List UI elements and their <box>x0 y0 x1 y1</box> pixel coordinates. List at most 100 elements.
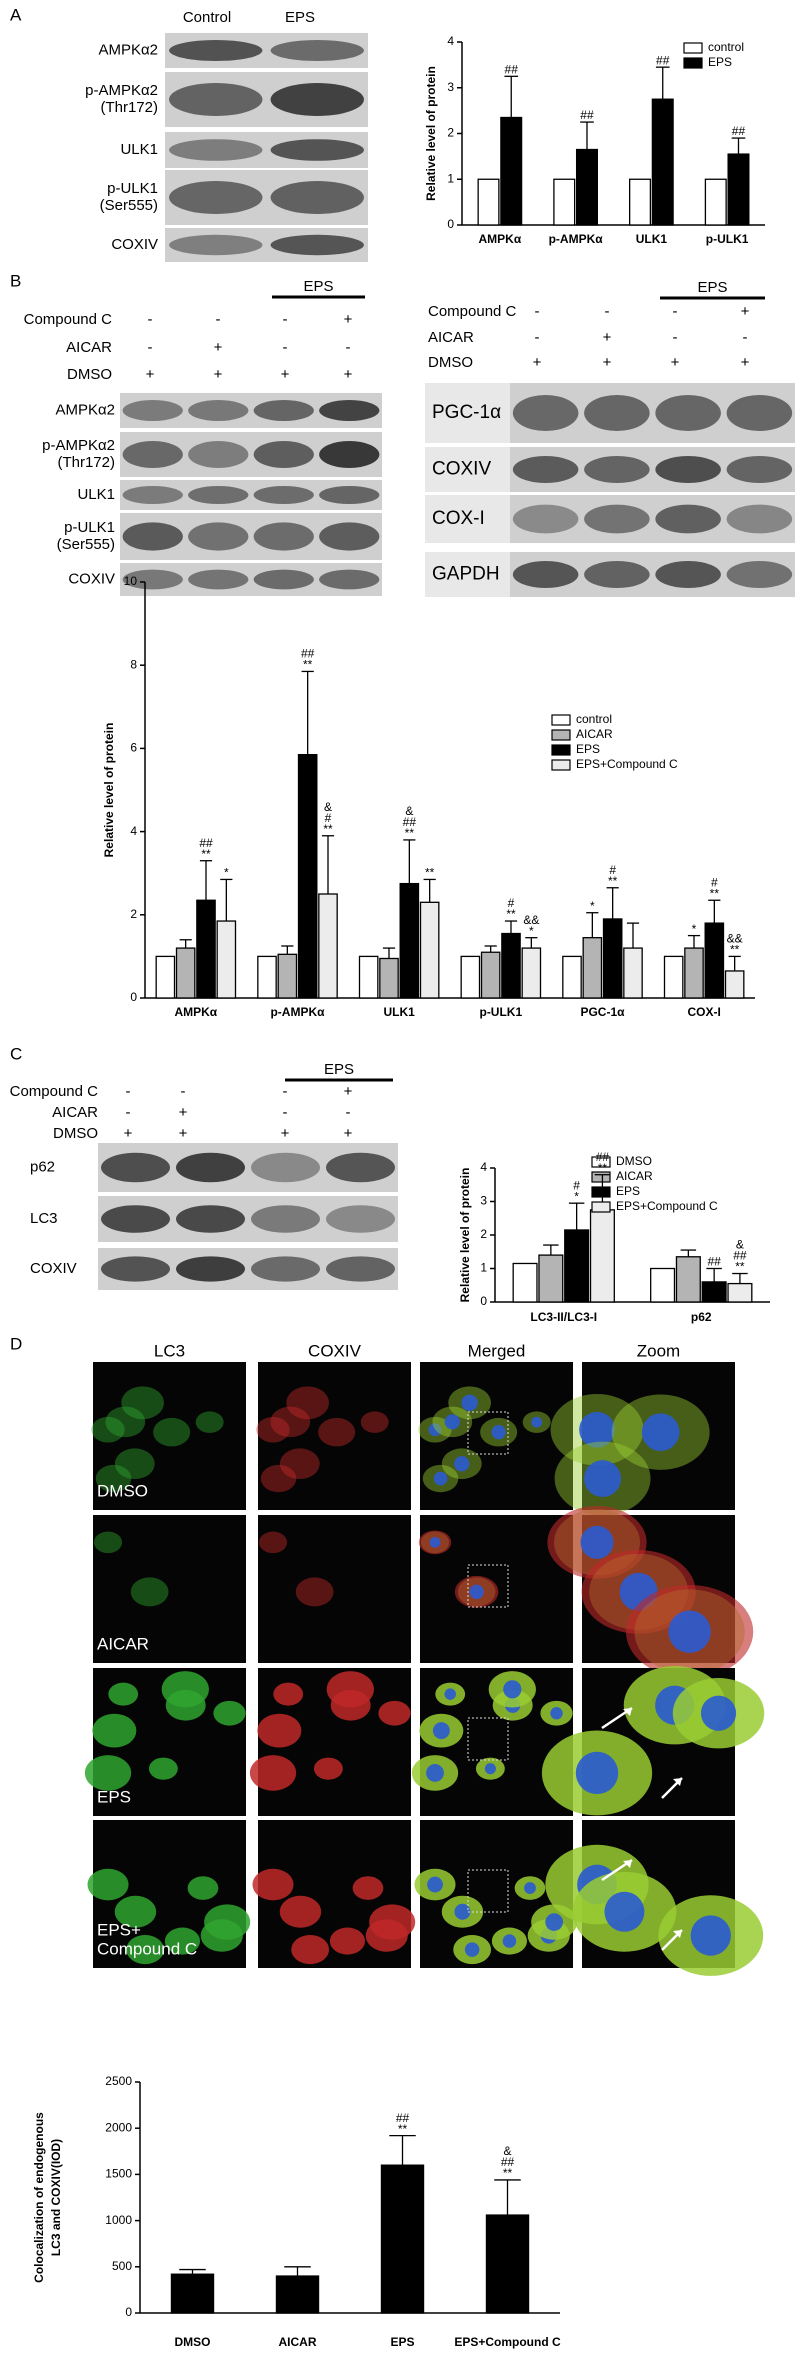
bar <box>485 2214 530 2314</box>
significance-label: && <box>727 932 743 946</box>
y-tick-label: 500 <box>112 2259 132 2273</box>
blot-label: (Thr172) <box>57 454 115 471</box>
blot-band <box>726 504 793 534</box>
treatment-sign: - <box>673 329 678 346</box>
blot-band <box>326 1256 395 1282</box>
nucleus <box>503 1680 522 1699</box>
bar <box>521 947 542 999</box>
blot-band <box>512 395 579 431</box>
bar <box>480 951 501 999</box>
y-tick-label: 2500 <box>105 2074 132 2088</box>
y-tick-label: 2 <box>130 907 137 921</box>
significance-label: ## <box>596 1150 610 1164</box>
blot-label: (Ser555) <box>57 536 115 553</box>
blot-band <box>319 569 380 590</box>
bar <box>684 947 704 999</box>
y-axis-label: Relative level of protein <box>424 66 438 201</box>
treatment-sign: - <box>283 311 288 328</box>
blot-band <box>270 139 364 161</box>
nucleus <box>491 1425 506 1440</box>
significance-label: & <box>405 804 413 818</box>
blot-band <box>101 1256 170 1282</box>
significance-label: # <box>609 863 616 877</box>
bar <box>275 2275 320 2314</box>
bar <box>724 970 745 999</box>
treatment-sign: - <box>346 1104 351 1121</box>
blot-band <box>176 1256 245 1282</box>
blot-band <box>584 504 650 534</box>
treatment-label: AICAR <box>52 1104 98 1121</box>
treatment-sign: + <box>179 1104 188 1121</box>
nucleus <box>429 1536 441 1548</box>
bar <box>704 922 725 999</box>
cell <box>249 1755 297 1791</box>
bar <box>704 178 727 226</box>
nucleus <box>444 1414 460 1430</box>
cell <box>213 1700 246 1726</box>
blot-band <box>253 569 314 590</box>
bar <box>562 955 582 999</box>
bar <box>216 920 237 999</box>
significance-label: ## <box>403 815 417 829</box>
panel-label: C <box>10 1044 22 1063</box>
cell <box>329 1927 365 1955</box>
cell <box>257 1713 302 1748</box>
treatment-sign: - <box>283 1083 288 1100</box>
y-tick-label: 6 <box>130 741 137 755</box>
cell <box>87 1868 129 1901</box>
bar <box>196 899 216 999</box>
treatment-sign: - <box>126 1104 131 1121</box>
treatment-sign: - <box>283 339 288 356</box>
nucleus <box>502 1934 517 1948</box>
significance-label: * <box>590 899 595 913</box>
legend-label: control <box>708 40 744 54</box>
blot-band <box>122 486 183 504</box>
nucleus <box>584 1460 622 1497</box>
bar <box>460 955 481 999</box>
blot-label: AMPKα2 <box>98 41 158 58</box>
significance-label: & <box>324 800 332 814</box>
x-tick-label: AMPKα <box>479 232 522 246</box>
blot-label: ULK1 <box>120 141 158 158</box>
nucleus <box>575 1751 619 1795</box>
bar <box>564 1229 590 1303</box>
y-tick-label: 1 <box>447 171 454 185</box>
nucleus <box>454 1903 471 1920</box>
significance-label: * <box>529 924 534 938</box>
legend-swatch <box>551 759 571 771</box>
cell <box>195 1411 224 1433</box>
nucleus <box>550 1707 563 1720</box>
cell <box>95 1464 132 1493</box>
bar <box>277 953 298 999</box>
blot-label: p-AMPKα2 <box>42 437 115 454</box>
significance-label: # <box>325 811 332 825</box>
bar <box>512 1262 538 1303</box>
cell <box>258 1531 288 1554</box>
x-tick-label: PGC-1α <box>580 1005 625 1019</box>
significance-label: ## <box>301 647 315 661</box>
blot-band <box>101 1152 170 1183</box>
group-label: EPS <box>697 279 727 296</box>
cell <box>126 1935 165 1965</box>
bar <box>318 893 338 999</box>
treatment-sign: + <box>214 366 223 383</box>
y-tick-label: 3 <box>480 1194 487 1208</box>
nucleus <box>580 1525 614 1559</box>
y-tick-label: 4 <box>447 34 454 48</box>
arrow-head <box>673 1930 682 1938</box>
bar <box>582 937 603 999</box>
bar <box>399 882 420 999</box>
treatment-label: Compound C <box>24 311 113 328</box>
arrow-head <box>623 1860 632 1868</box>
zoom-box <box>467 1869 509 1913</box>
y-axis-label: Relative level of protein <box>458 1168 472 1303</box>
blot-band <box>726 395 793 431</box>
blot-band <box>188 441 249 468</box>
y-tick-label: 2 <box>480 1227 487 1241</box>
blot-band <box>584 395 650 431</box>
nucleus <box>531 1416 543 1428</box>
blot-band <box>176 1205 245 1233</box>
blot-label: (Ser555) <box>100 197 158 214</box>
blot-band <box>655 561 721 588</box>
significance-label: # <box>573 1178 580 1192</box>
